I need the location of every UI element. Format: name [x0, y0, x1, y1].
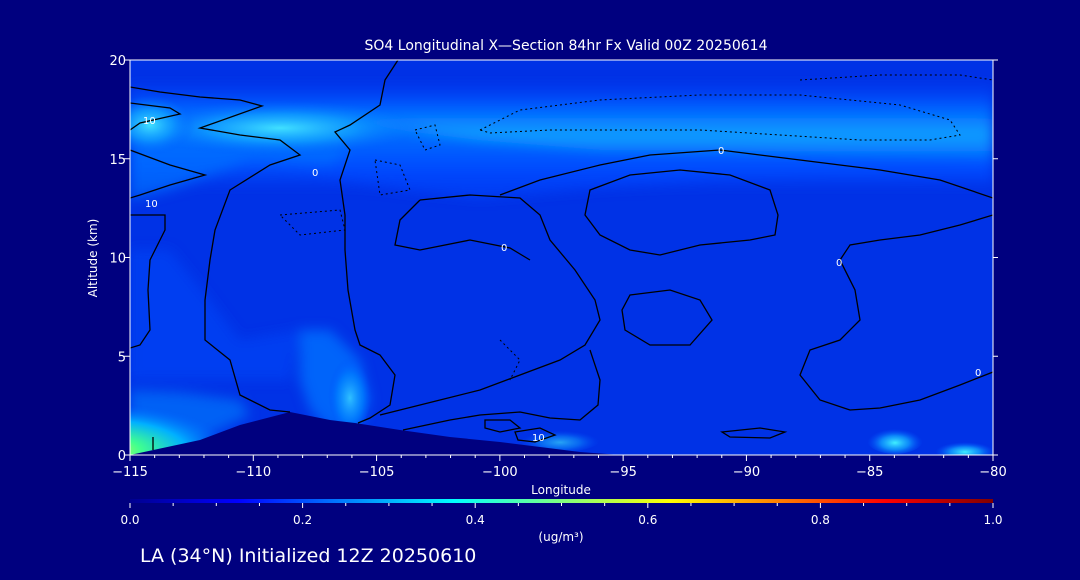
x-tick-label: −85 — [856, 465, 883, 480]
contour-label: 0 — [501, 243, 507, 254]
y-axis-label: Altitude (km) — [86, 219, 100, 298]
upper-core — [130, 100, 430, 156]
contour-label: 10 — [145, 199, 158, 210]
y-tick-label: 0 — [118, 449, 126, 464]
x-tick-label: −80 — [979, 465, 1006, 480]
dotted-contours — [278, 74, 993, 381]
x-tick-label: −110 — [235, 465, 271, 480]
x-tick-label: −105 — [359, 465, 395, 480]
contour-label: 0 — [975, 368, 981, 379]
colorbar-bar — [130, 499, 993, 503]
colorbar-tick-label: 0.2 — [293, 513, 312, 527]
y-tick-label: 5 — [118, 350, 126, 365]
colorbar-tick-label: 0.0 — [120, 513, 139, 527]
colorbar-unit-label: (ug/m³) — [538, 530, 583, 544]
contour-label-group: 10 10 0 0 0 0 0 10 — [143, 116, 981, 444]
contour-label: 10 — [143, 116, 156, 127]
surface-spot-97 — [520, 428, 600, 452]
x-axis-label: Longitude — [531, 483, 591, 497]
mid-plume — [328, 350, 372, 430]
contour-label: 0 — [312, 168, 318, 179]
x-tick-label: −115 — [112, 465, 148, 480]
contour-label: 0 — [718, 146, 724, 157]
x-axis: −115 −110 −105 −100 −95 −90 −85 −80 — [112, 455, 1007, 480]
colorbar-tick-label: 1.0 — [983, 513, 1002, 527]
chart-title: SO4 Longitudinal X—Section 84hr Fx Valid… — [365, 38, 768, 54]
colorbar-tick-label: 0.4 — [466, 513, 485, 527]
y-axis: 0 5 10 15 20 — [109, 54, 998, 464]
colorbar: 0.0 0.2 0.4 0.6 0.8 1.0 (ug/m³) — [120, 499, 1003, 544]
colorbar-ticks: 0.0 0.2 0.4 0.6 0.8 1.0 — [120, 503, 1003, 527]
contour-label: 10 — [532, 433, 545, 444]
terrain — [130, 412, 620, 455]
footer-text: LA (34°N) Initialized 12Z 20250610 — [140, 545, 476, 567]
surface-spot-81 — [935, 440, 993, 455]
contour-label: 0 — [836, 258, 842, 269]
x-tick-label: −95 — [609, 465, 636, 480]
contour-lines — [130, 60, 993, 450]
y-tick-label: 15 — [109, 153, 126, 168]
plot-area: 10 10 0 0 0 0 0 10 — [130, 60, 993, 455]
upper-core-west — [130, 95, 195, 155]
surface-spot-84 — [867, 426, 923, 454]
y-tick-label: 10 — [109, 252, 126, 267]
x-tick-label: −100 — [482, 465, 518, 480]
colorbar-tick-label: 0.8 — [811, 513, 830, 527]
x-tick-label: −90 — [733, 465, 760, 480]
y-tick-label: 20 — [109, 54, 126, 69]
colorbar-tick-label: 0.6 — [638, 513, 657, 527]
